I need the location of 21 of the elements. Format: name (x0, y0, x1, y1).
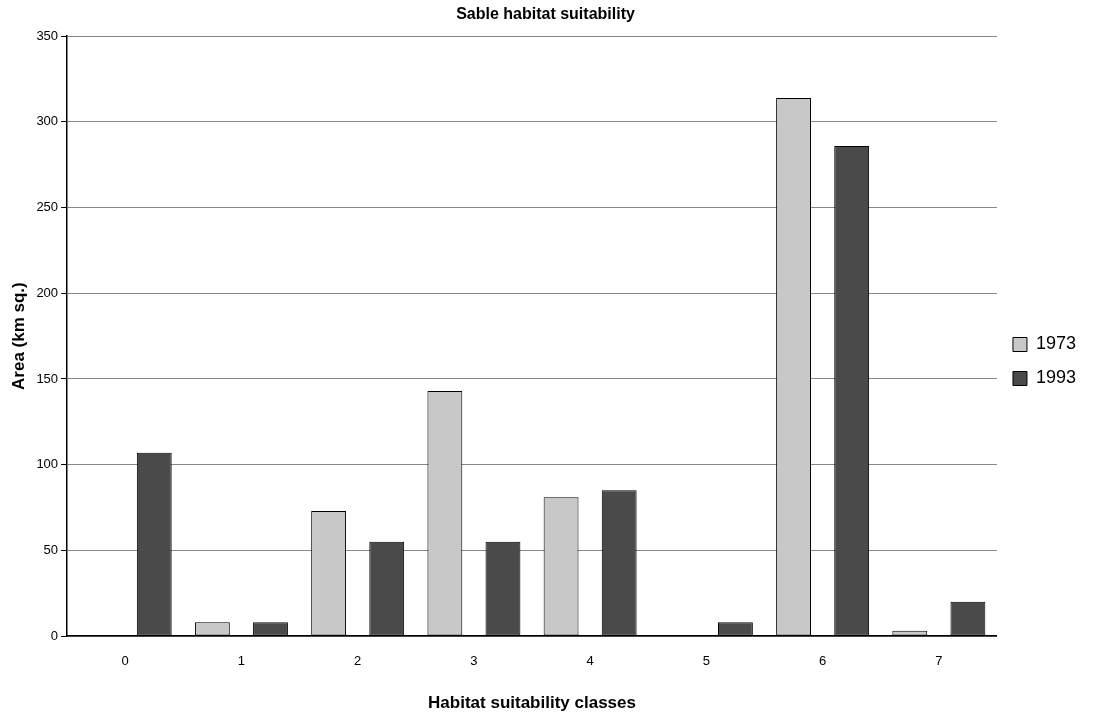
y-tick-label: 200 (36, 284, 59, 300)
x-tick-label: 2 (354, 653, 362, 669)
y-tick-label: 50 (43, 541, 59, 557)
y-tick-label: 100 (36, 456, 59, 472)
y-tick-label: 300 (36, 113, 59, 129)
x-tick-label: 0 (121, 653, 129, 669)
y-tick-label: 0 (50, 627, 59, 643)
legend-label: 1993 (1035, 367, 1076, 388)
x-tick-label: 5 (702, 653, 710, 669)
y-tick-label: 350 (36, 27, 59, 43)
chart-title: Sable habitat suitability (456, 5, 635, 23)
x-tick-label: 1 (237, 653, 246, 669)
y-axis-title: Area (km sq.) (8, 282, 28, 390)
x-tick-label: 7 (935, 653, 943, 669)
x-tick-label: 3 (470, 653, 478, 669)
y-tick-label: 250 (36, 199, 59, 215)
x-tick-label: 4 (586, 653, 594, 669)
x-axis-title: Habitat suitability classes (428, 693, 636, 713)
y-tick-label: 150 (36, 370, 59, 386)
x-tick-label: 6 (818, 653, 827, 669)
legend-label: 1973 (1035, 333, 1076, 354)
